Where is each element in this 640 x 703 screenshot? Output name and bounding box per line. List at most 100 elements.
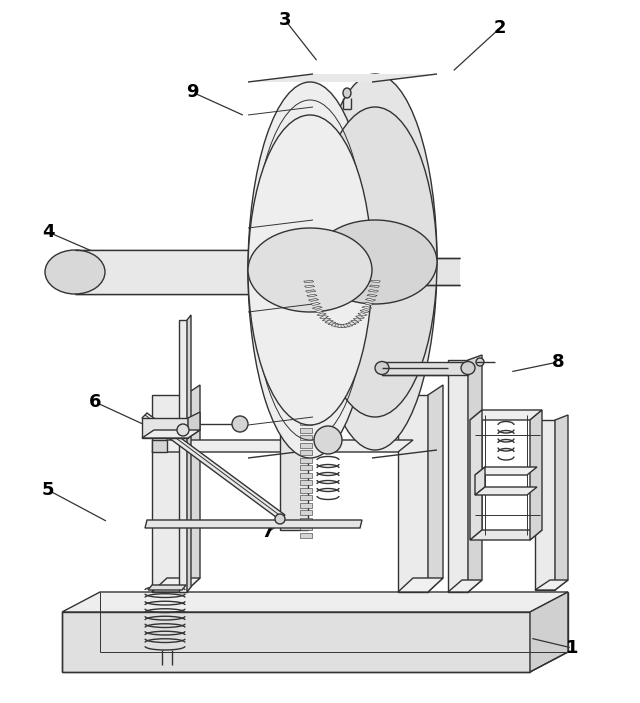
Polygon shape xyxy=(300,465,312,470)
Polygon shape xyxy=(300,450,312,455)
Polygon shape xyxy=(300,442,312,448)
Polygon shape xyxy=(300,405,312,410)
Polygon shape xyxy=(308,298,319,302)
Ellipse shape xyxy=(248,115,372,425)
Polygon shape xyxy=(468,355,482,592)
Polygon shape xyxy=(280,395,308,530)
Polygon shape xyxy=(314,309,324,313)
Polygon shape xyxy=(300,427,312,432)
Polygon shape xyxy=(312,306,322,309)
Polygon shape xyxy=(300,525,312,530)
Text: 2: 2 xyxy=(493,19,506,37)
Polygon shape xyxy=(300,435,312,440)
Polygon shape xyxy=(338,325,343,328)
Polygon shape xyxy=(188,412,200,438)
Polygon shape xyxy=(152,440,167,452)
Polygon shape xyxy=(470,530,542,540)
Polygon shape xyxy=(356,316,365,318)
Polygon shape xyxy=(470,410,482,540)
Polygon shape xyxy=(187,315,191,592)
Polygon shape xyxy=(305,290,316,292)
Polygon shape xyxy=(323,318,331,321)
Polygon shape xyxy=(367,294,377,297)
Polygon shape xyxy=(364,302,374,305)
Polygon shape xyxy=(185,385,200,592)
Polygon shape xyxy=(470,410,542,420)
Text: 6: 6 xyxy=(89,393,101,411)
Polygon shape xyxy=(304,280,314,283)
Polygon shape xyxy=(398,578,443,592)
Ellipse shape xyxy=(343,88,351,98)
Polygon shape xyxy=(148,585,186,590)
Ellipse shape xyxy=(177,424,189,436)
Ellipse shape xyxy=(476,358,484,366)
Polygon shape xyxy=(300,532,312,538)
Polygon shape xyxy=(328,322,336,325)
Polygon shape xyxy=(300,510,312,515)
Ellipse shape xyxy=(313,220,437,304)
Polygon shape xyxy=(398,395,428,592)
Ellipse shape xyxy=(313,107,437,417)
Polygon shape xyxy=(300,420,312,425)
Polygon shape xyxy=(325,320,333,323)
Ellipse shape xyxy=(45,250,105,294)
Polygon shape xyxy=(365,298,376,301)
Polygon shape xyxy=(317,313,326,316)
Polygon shape xyxy=(348,322,356,325)
Polygon shape xyxy=(248,74,437,82)
Text: 8: 8 xyxy=(552,353,564,371)
Polygon shape xyxy=(307,294,317,297)
Polygon shape xyxy=(62,592,568,612)
Polygon shape xyxy=(535,580,568,590)
Polygon shape xyxy=(358,313,367,316)
Polygon shape xyxy=(343,324,349,327)
Polygon shape xyxy=(62,612,530,672)
Ellipse shape xyxy=(248,82,372,458)
Polygon shape xyxy=(300,480,312,485)
Ellipse shape xyxy=(314,426,342,454)
Polygon shape xyxy=(300,487,312,493)
Polygon shape xyxy=(152,578,200,592)
Polygon shape xyxy=(332,323,338,326)
Ellipse shape xyxy=(375,361,389,375)
Polygon shape xyxy=(362,306,372,309)
Text: 1: 1 xyxy=(566,639,579,657)
Polygon shape xyxy=(142,430,200,438)
Polygon shape xyxy=(353,318,362,321)
Polygon shape xyxy=(382,362,468,375)
Polygon shape xyxy=(360,309,369,313)
Polygon shape xyxy=(305,285,315,288)
Text: 9: 9 xyxy=(186,83,198,101)
Polygon shape xyxy=(351,320,359,323)
Polygon shape xyxy=(142,413,285,520)
Polygon shape xyxy=(428,385,443,592)
Polygon shape xyxy=(300,503,312,508)
Ellipse shape xyxy=(248,228,372,312)
Polygon shape xyxy=(448,360,468,592)
Polygon shape xyxy=(371,280,380,283)
Polygon shape xyxy=(341,325,346,328)
Polygon shape xyxy=(555,415,568,590)
Polygon shape xyxy=(530,592,568,672)
Polygon shape xyxy=(300,458,312,463)
Polygon shape xyxy=(368,290,378,292)
Polygon shape xyxy=(179,320,187,592)
Polygon shape xyxy=(475,467,485,495)
Polygon shape xyxy=(355,258,460,285)
Polygon shape xyxy=(152,440,413,452)
Polygon shape xyxy=(448,580,482,592)
Ellipse shape xyxy=(461,361,475,375)
Polygon shape xyxy=(369,285,380,288)
Polygon shape xyxy=(145,520,362,528)
Polygon shape xyxy=(75,250,262,294)
Text: 3: 3 xyxy=(279,11,291,29)
Polygon shape xyxy=(530,410,542,540)
Polygon shape xyxy=(535,420,555,590)
Text: 4: 4 xyxy=(42,223,54,241)
Text: 7: 7 xyxy=(262,523,275,541)
Polygon shape xyxy=(319,316,328,319)
Polygon shape xyxy=(310,302,321,306)
Text: 5: 5 xyxy=(42,481,54,499)
Polygon shape xyxy=(346,323,353,326)
Polygon shape xyxy=(300,517,312,522)
